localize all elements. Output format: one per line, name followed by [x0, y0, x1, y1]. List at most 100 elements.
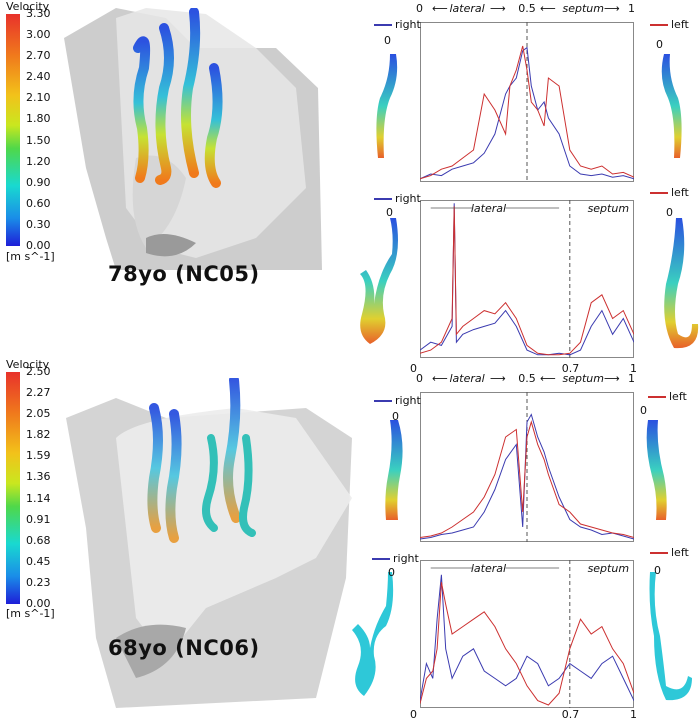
- airway-zero-label: 0: [392, 410, 399, 423]
- arrow-right-icon: ⟶: [490, 2, 506, 15]
- airway-crosssection-left: [649, 572, 692, 701]
- chart-top-labels: 0 lateral 0.5 septum 1 ⟵ ⟶ ⟵ ⟶: [416, 2, 635, 18]
- airway-crosssection-left: [664, 218, 699, 349]
- top-tick-label: 0.5: [518, 2, 536, 15]
- x-tick-label: 1: [630, 362, 637, 375]
- arrow-left-icon: ⟵: [432, 372, 448, 385]
- colorbar-title: Velocity: [6, 0, 50, 13]
- septum-label: septum: [562, 372, 604, 385]
- colorbar-tick-label: 0.60: [26, 196, 51, 210]
- airway-crosssection-right: [352, 572, 394, 696]
- series-line-right: [420, 413, 634, 540]
- legend-right: right: [374, 394, 421, 407]
- lateral-label: lateral: [471, 202, 506, 215]
- chart-x-ticks: 0 0.7 1: [410, 362, 637, 376]
- colorbar-tick-label: 1.14: [26, 491, 51, 505]
- chart-x-ticks: 0 0.7 1: [410, 708, 637, 722]
- top-tick-label: 1: [628, 2, 635, 15]
- x-tick-label: 0.7: [561, 708, 580, 721]
- colorbar-tick-label: 1.50: [26, 133, 51, 147]
- arrow-left-icon: ⟵: [540, 2, 556, 15]
- airway-crosssection-right: [376, 54, 398, 158]
- series-line-left: [420, 45, 634, 180]
- colorbar-tick-label: 0.30: [26, 217, 51, 231]
- airway-zero-label: 0: [384, 34, 391, 47]
- airway-zero-label: 0: [656, 38, 663, 51]
- colorbar-tick-label: 0.90: [26, 175, 51, 189]
- chart-frame: [420, 560, 634, 708]
- airway-shape: [223, 378, 241, 523]
- colorbar-title: Velocity: [6, 358, 50, 371]
- colorbar-tick-label: 2.27: [26, 386, 51, 400]
- legend-left: left: [650, 186, 689, 199]
- series-line-right: [420, 46, 634, 180]
- colorbar-tick-label: 0.00: [26, 597, 51, 610]
- top-tick-label: 0.5: [518, 372, 536, 385]
- x-tick-label: 0: [410, 708, 417, 721]
- legend-left: left: [650, 546, 689, 559]
- x-tick-label: 0: [410, 362, 417, 375]
- colorbar: [6, 372, 20, 604]
- airway-shape: [155, 23, 174, 185]
- subject-label: 68yo (NC06): [108, 636, 260, 660]
- legend-left: left: [648, 390, 687, 403]
- colorbar-tick-label: 0.45: [26, 554, 51, 568]
- colorbar-tick-label: 3.00: [26, 28, 51, 42]
- series-line-right: [420, 574, 634, 701]
- chart: 1lateralseptum: [420, 560, 634, 708]
- colorbar-tick-label: 2.50: [26, 365, 51, 378]
- lateral-label: lateral: [449, 372, 485, 385]
- subject-label: 78yo (NC05): [108, 262, 260, 286]
- airway-zero-label: 0: [666, 206, 673, 219]
- airway-shape: [165, 409, 182, 543]
- airway-crosssection-right: [385, 420, 403, 520]
- chart: 10: [420, 22, 634, 182]
- chart-top-labels: 0 lateral 0.5 septum 1 ⟵ ⟶ ⟵ ⟶: [416, 372, 635, 388]
- lateral-label: lateral: [471, 562, 506, 575]
- arrow-left-icon: ⟵: [432, 2, 448, 15]
- colorbar-tick-label: 0.00: [26, 239, 51, 252]
- airway-shape: [133, 36, 151, 183]
- colorbar-tick-label: 3.30: [26, 7, 51, 20]
- colorbar-tick-label: 0.68: [26, 533, 51, 547]
- series-line-left: [420, 582, 634, 706]
- colorbar-unit: [m s^-1]: [6, 250, 55, 263]
- septum-label: septum: [588, 202, 629, 215]
- chart-frame: [420, 200, 634, 358]
- airway-shape: [147, 403, 163, 533]
- airway-zero-label: 0: [640, 404, 647, 417]
- series-line-left: [420, 206, 634, 356]
- colorbar-tick-label: 0.91: [26, 512, 51, 526]
- colorbar-tick-label: 2.40: [26, 70, 51, 84]
- top-tick-label: 0: [416, 372, 423, 385]
- colorbar-tick-label: 1.36: [26, 470, 51, 484]
- septum-label: septum: [588, 562, 629, 575]
- colorbar-tick-label: 1.80: [26, 112, 51, 126]
- chart: 10: [420, 392, 634, 542]
- arrow-left-icon: ⟵: [540, 372, 556, 385]
- top-tick-label: 1: [628, 372, 635, 385]
- airway-zero-label: 0: [388, 566, 395, 579]
- airway-shape: [202, 434, 256, 537]
- septum-label: septum: [562, 2, 604, 15]
- arrow-right-icon: ⟶: [490, 372, 506, 385]
- legend-right: right: [374, 192, 421, 205]
- airway-crosssection-left: [661, 54, 682, 158]
- colorbar-unit: [m s^-1]: [6, 607, 55, 620]
- airway-crosssection-left: [646, 420, 667, 520]
- chart: 1lateralseptum: [420, 200, 634, 358]
- lateral-label: lateral: [449, 2, 485, 15]
- legend-right: right: [372, 552, 419, 565]
- arrow-right-icon: ⟶: [604, 2, 620, 15]
- colorbar-tick-label: 1.20: [26, 154, 51, 168]
- head-render: [66, 378, 352, 708]
- colorbar-tick-label: 1.59: [26, 449, 51, 463]
- head-render: [64, 8, 322, 270]
- series-line-right: [420, 203, 634, 356]
- colorbar: [6, 14, 20, 246]
- x-tick-label: 0.7: [561, 362, 580, 375]
- airway-zero-label: 0: [386, 206, 393, 219]
- airway-crosssection-right: [360, 218, 398, 344]
- airway-zero-label: 0: [654, 564, 661, 577]
- airway-shape: [204, 63, 223, 188]
